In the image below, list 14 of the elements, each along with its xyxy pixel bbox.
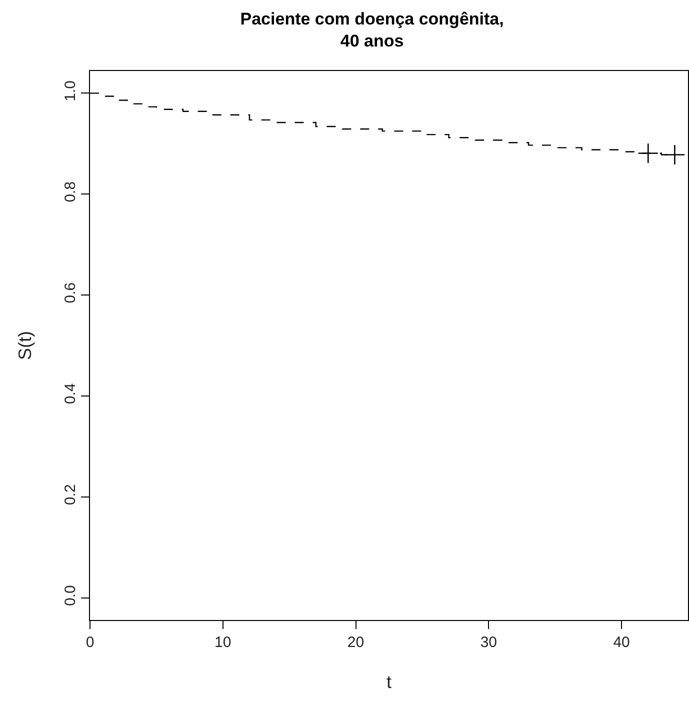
- x-tick-label: 30: [480, 634, 498, 651]
- chart-title: Paciente com doença congênita, 40 anos: [240, 10, 504, 51]
- x-tick-label: 20: [347, 634, 364, 651]
- x-tick-label: 10: [214, 634, 232, 651]
- y-tick-label: 0.2: [62, 484, 79, 506]
- y-tick-label: 0.4: [62, 383, 79, 404]
- y-tick-label: 1.0: [62, 80, 79, 102]
- y-tick-label: 0.0: [62, 585, 79, 606]
- y-tick-label: 0.6: [62, 282, 79, 304]
- x-tick-label: 40: [613, 634, 630, 651]
- x-axis-title: t: [386, 672, 392, 692]
- y-tick-label: 0.8: [62, 181, 79, 202]
- x-tick-label: 0: [86, 634, 94, 651]
- y-axis-title: S(t): [15, 331, 36, 360]
